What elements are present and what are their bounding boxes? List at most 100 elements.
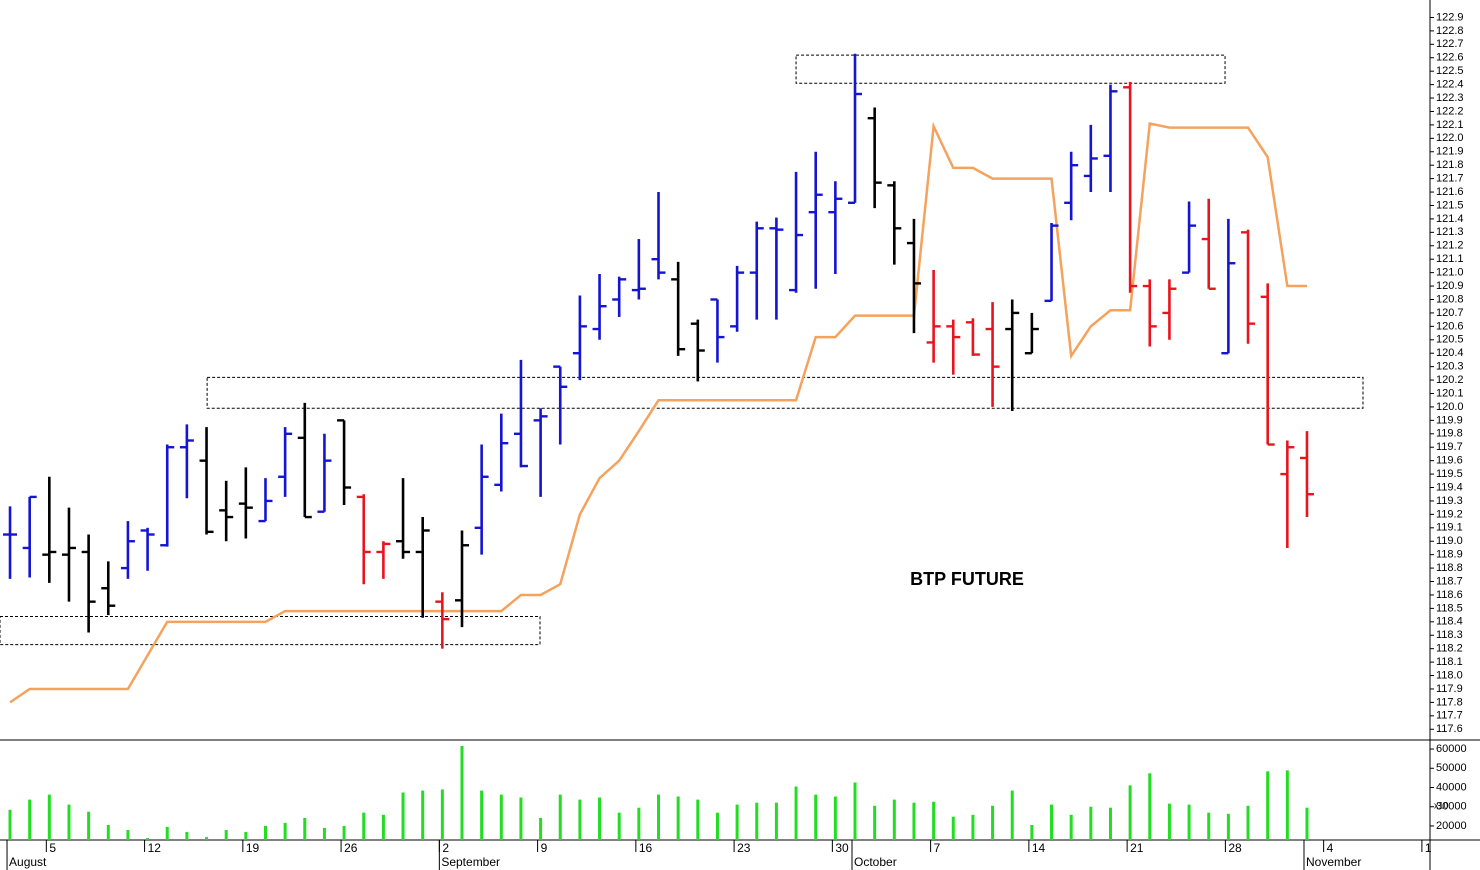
x-tick-label: 7	[934, 841, 941, 855]
month-label: September	[441, 855, 500, 869]
volume-bar	[362, 812, 366, 840]
x-tick-label: 28	[1228, 841, 1242, 855]
y-tick-label: 120.4	[1436, 347, 1464, 359]
volume-bar	[657, 794, 661, 840]
month-label: October	[854, 855, 897, 869]
y-tick-label: 121.7	[1436, 173, 1464, 185]
volume-bar	[637, 807, 641, 840]
volume-bar	[440, 789, 444, 840]
y-tick-label: 118.9	[1436, 549, 1463, 561]
y-tick-label: 40000	[1436, 781, 1467, 793]
y-tick-label: 122.8	[1436, 25, 1464, 37]
volume-bar	[1285, 770, 1289, 840]
y-tick-label: 117.7	[1436, 710, 1463, 722]
volume-bar	[814, 794, 818, 840]
volume-bar	[126, 830, 130, 840]
volume-bar	[932, 801, 936, 840]
volume-bar	[322, 827, 326, 840]
y-tick-label: 121.4	[1436, 213, 1464, 225]
volume-bar	[205, 837, 209, 840]
y-tick-label: 118.4	[1436, 616, 1463, 628]
y-tick-label: 119.1	[1436, 522, 1463, 534]
y-tick-label: 118.6	[1436, 589, 1463, 601]
y-tick-label: 119.3	[1436, 495, 1463, 507]
volume-bar	[696, 799, 700, 840]
x-tick-label: 26	[344, 841, 358, 855]
volume-multiplier: x10	[1434, 800, 1449, 810]
volume-bar	[244, 831, 248, 840]
y-tick-label: 122.5	[1436, 65, 1464, 77]
y-tick-label: 121.2	[1436, 240, 1464, 252]
volume-bar	[1069, 814, 1073, 840]
volume-bar	[146, 838, 150, 840]
volume-bar	[28, 799, 32, 840]
zone-box	[206, 376, 1364, 409]
volume-bar	[558, 794, 562, 840]
y-tick-label: 119.7	[1436, 441, 1463, 453]
y-tick-label: 50000	[1436, 762, 1467, 774]
y-tick-label: 122.4	[1436, 79, 1464, 91]
volume-bar	[8, 809, 12, 840]
volume-bar	[165, 826, 169, 840]
y-tick-label: 122.2	[1436, 105, 1464, 117]
y-tick-label: 119.2	[1436, 508, 1463, 520]
y-tick-label: 118.7	[1436, 575, 1463, 587]
volume-bar	[401, 792, 405, 840]
x-tick-label: 5	[49, 841, 56, 855]
month-label: August	[9, 855, 47, 869]
y-tick-label: 120.2	[1436, 374, 1464, 386]
y-tick-label: 119.5	[1436, 468, 1463, 480]
y-tick-label: 121.8	[1436, 159, 1464, 171]
y-tick-label: 122.3	[1436, 92, 1464, 104]
y-tick-label: 120.1	[1436, 387, 1464, 399]
y-tick-label: 120.8	[1436, 293, 1464, 305]
volume-bar	[1305, 807, 1309, 840]
y-tick-label: 117.9	[1436, 683, 1463, 695]
y-tick-label: 122.9	[1436, 11, 1464, 23]
y-tick-label: 30000	[1436, 801, 1467, 813]
volume-bar	[1128, 785, 1132, 840]
volume-bar	[951, 816, 955, 840]
y-tick-label: 120.9	[1436, 280, 1464, 292]
y-tick-label: 118.0	[1436, 669, 1463, 681]
y-tick-label: 118.2	[1436, 643, 1463, 655]
y-tick-label: 121.6	[1436, 186, 1464, 198]
x-tick-label: 21	[1130, 841, 1144, 855]
volume-bar	[833, 796, 837, 840]
volume-bar	[224, 830, 228, 840]
y-tick-label: 121.3	[1436, 226, 1464, 238]
volume-bar	[1089, 806, 1093, 840]
x-tick-label: 2	[442, 841, 449, 855]
y-tick-label: 118.8	[1436, 562, 1463, 574]
x-tick-label: 1	[1425, 841, 1432, 855]
y-tick-label: 120.5	[1436, 334, 1464, 346]
y-tick-label: 118.1	[1436, 656, 1463, 668]
x-tick-label: 9	[541, 841, 548, 855]
volume-bar	[1050, 804, 1054, 840]
y-tick-label: 119.9	[1436, 414, 1463, 426]
y-tick-label: 121.5	[1436, 199, 1464, 211]
x-tick-label: 12	[148, 841, 162, 855]
volume-bar	[735, 804, 739, 840]
volume-bar	[106, 825, 110, 840]
y-tick-label: 122.1	[1436, 119, 1464, 131]
y-tick-label: 120.3	[1436, 361, 1464, 373]
volume-bar	[1167, 803, 1171, 840]
volume-bar	[617, 812, 621, 840]
y-tick-label: 20000	[1436, 820, 1467, 832]
volume-bar	[1246, 805, 1250, 840]
volume-bar	[303, 817, 307, 840]
volume-bar	[460, 745, 464, 840]
volume-bar	[912, 802, 916, 840]
volume-bar	[1148, 773, 1152, 840]
y-tick-label: 60000	[1436, 743, 1467, 755]
volume-bar	[519, 797, 523, 840]
x-tick-label: 30	[835, 841, 849, 855]
y-tick-label: 120.7	[1436, 307, 1464, 319]
volume-bar	[1226, 813, 1230, 840]
y-tick-label: 120.0	[1436, 401, 1464, 413]
volume-bar	[1108, 807, 1112, 840]
y-tick-label: 122.6	[1436, 52, 1464, 64]
y-tick-label: 121.9	[1436, 146, 1464, 158]
